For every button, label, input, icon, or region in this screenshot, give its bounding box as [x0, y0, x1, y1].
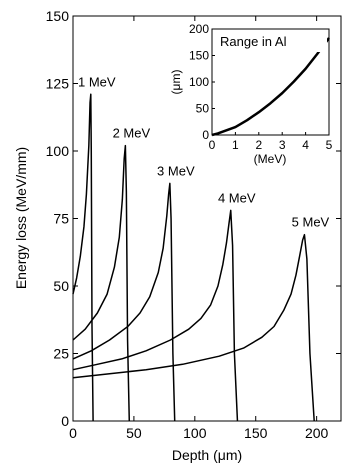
inset-y-tick-label: 150	[189, 49, 209, 63]
series-label-3: 3 MeV	[157, 163, 195, 178]
series-line-2	[72, 144, 131, 422]
inset-curves	[211, 37, 331, 137]
y-tick-label: 0	[61, 413, 69, 429]
series-label-2: 2 MeV	[113, 126, 151, 141]
series-label-4: 4 MeV	[218, 190, 256, 205]
inset-x-tick-label: 2	[255, 138, 262, 152]
series-line-3	[72, 182, 176, 422]
series-label-1: 1 MeV	[78, 74, 116, 89]
inset-y-tick-label: 200	[189, 22, 209, 36]
inset-y-tick-label: 50	[196, 102, 210, 116]
x-axis-label: Depth (μm)	[172, 447, 242, 463]
x-tick-label: 200	[305, 425, 329, 441]
x-tick-label: 0	[69, 425, 77, 441]
inset-x-tick-label: 3	[279, 138, 286, 152]
inset-range-line	[211, 37, 331, 137]
y-tick-label: 75	[53, 211, 69, 227]
series-label-5: 5 MeV	[292, 215, 330, 230]
y-tick-label: 100	[46, 143, 70, 159]
series-line-5	[72, 233, 315, 422]
y-axis-label: Energy loss (MeV/mm)	[13, 147, 29, 289]
y-tick-label: 25	[53, 346, 69, 362]
main-labels: 1 MeV 2 MeV 3 MeV 4 MeV 5 MeV	[78, 74, 330, 229]
inset-x-tick-label: 4	[302, 138, 309, 152]
inset-x-label: (MeV)	[254, 152, 287, 166]
y-tick-label: 150	[46, 8, 70, 24]
inset-x-tick-label: 0	[209, 138, 216, 152]
inset-x-tick-label: 1	[232, 138, 239, 152]
main-curves	[72, 93, 315, 422]
series-line-1	[72, 93, 94, 422]
inset-title-box	[213, 30, 327, 52]
y-tick-label: 50	[53, 278, 69, 294]
x-tick-label: 150	[244, 425, 268, 441]
x-tick-label: 50	[126, 425, 142, 441]
inset-y-tick-label: 100	[189, 75, 209, 89]
inset-x-tick-label: 5	[326, 138, 333, 152]
y-tick-label: 125	[46, 76, 70, 92]
inset-y-tick-label: 0	[202, 128, 209, 142]
series-line-4	[72, 209, 239, 422]
inset-y-label: (μm)	[169, 70, 183, 95]
x-tick-label: 100	[183, 425, 207, 441]
inset-title: Range in Al	[220, 34, 287, 49]
